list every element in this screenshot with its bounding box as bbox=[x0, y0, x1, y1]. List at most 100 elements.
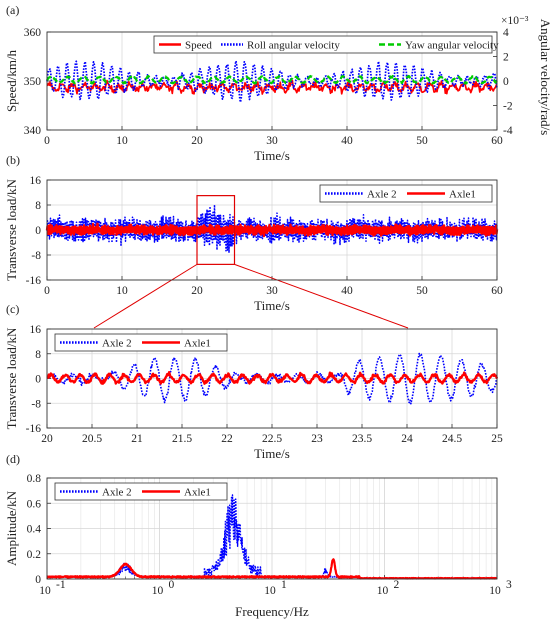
panel-label: (a) bbox=[6, 3, 19, 17]
series-line bbox=[46, 74, 498, 85]
x-tick-label: 24 bbox=[401, 433, 413, 445]
x-tick-exponent: 1 bbox=[281, 579, 287, 591]
legend-entry: Axle 2 bbox=[60, 487, 132, 499]
x-tick-label: 0 bbox=[44, 135, 50, 147]
legend-label: Axle 2 bbox=[367, 189, 397, 201]
panel-label: (c) bbox=[6, 302, 19, 316]
x-tick-label: 23 bbox=[311, 433, 323, 445]
legend-entry: Axle1 bbox=[142, 487, 211, 499]
x-tick-label: 60 bbox=[491, 135, 503, 147]
legend-entry: Axle 2 bbox=[325, 189, 397, 201]
series-line bbox=[46, 352, 498, 405]
x-tick-label: 20.5 bbox=[82, 433, 102, 445]
legend-box bbox=[153, 35, 493, 54]
legend-label: Axle1 bbox=[449, 189, 476, 201]
legend-label: Axle 2 bbox=[102, 487, 132, 499]
y-tick-label: -16 bbox=[26, 275, 42, 287]
x-axis-label: Time/s bbox=[254, 446, 290, 461]
panel-a: (a) 0 10 20 30 40 50 60 340 350 360 -4 -2 0 2 4×10⁻³ Spe… bbox=[4, 3, 550, 163]
legend-box bbox=[319, 184, 493, 203]
x-tick-label: 40 bbox=[341, 135, 353, 147]
legend-entry: Axle1 bbox=[407, 189, 476, 201]
y-tick-label: 0.2 bbox=[27, 549, 42, 561]
legend-label: Roll angular velocity bbox=[247, 40, 340, 52]
legend-box bbox=[54, 333, 228, 352]
x-tick-exponent: -1 bbox=[56, 579, 66, 591]
x-tick-label: 20 bbox=[191, 135, 203, 147]
series-line bbox=[46, 494, 498, 580]
x-tick-label: 30 bbox=[266, 285, 278, 297]
y-axis-label: Transverse load/kN bbox=[4, 327, 19, 429]
y-tick-label: 16 bbox=[30, 324, 42, 336]
y-tick-label: 350 bbox=[24, 76, 42, 88]
panel-label: (d) bbox=[6, 452, 20, 466]
x-tick-label: 50 bbox=[416, 135, 428, 147]
plot-frame bbox=[46, 328, 498, 429]
x-tick-label: 10 bbox=[116, 285, 128, 297]
y2-tick-label: 2 bbox=[503, 52, 509, 64]
x-tick-label: 20 bbox=[191, 285, 203, 297]
y-tick-label: 0.6 bbox=[27, 498, 42, 510]
plot-frame bbox=[46, 179, 498, 281]
x-tick-exponent: 3 bbox=[506, 579, 512, 591]
y-axis-label: Speed/km/h bbox=[4, 49, 19, 112]
x-tick-label: 30 bbox=[266, 135, 278, 147]
series-line bbox=[46, 558, 498, 580]
legend-entry: Axle1 bbox=[142, 338, 211, 350]
y-tick-label: 0.8 bbox=[27, 473, 42, 485]
legend-label: Yaw angular velocity bbox=[405, 40, 499, 52]
legend-label: Axle1 bbox=[184, 487, 211, 499]
series-line bbox=[46, 79, 498, 95]
legend-entry: Roll angular velocity bbox=[221, 40, 340, 52]
y-tick-label: 360 bbox=[24, 27, 42, 39]
y-tick-label: 0 bbox=[35, 225, 41, 237]
x-tick-label: 22.5 bbox=[262, 433, 282, 445]
legend-entry: Yaw angular velocity bbox=[379, 40, 499, 52]
panel-c: (c) 20 20.5 21 21.5 22 22.5 23 23.5 24 24.5 25 -16 -8… bbox=[4, 302, 503, 461]
y2-exponent: ×10⁻³ bbox=[501, 15, 529, 27]
legend-entry: Axle 2 bbox=[60, 338, 132, 350]
panel-label: (b) bbox=[6, 153, 20, 167]
series-line bbox=[46, 60, 498, 104]
y-axis-label: Transverse load/kN bbox=[4, 179, 19, 281]
series-line bbox=[46, 371, 499, 385]
x-tick-exponent: 2 bbox=[394, 579, 400, 591]
x-tick-label: 10 bbox=[152, 585, 164, 597]
x-tick-label: 40 bbox=[341, 285, 353, 297]
y-tick-label: -8 bbox=[31, 398, 41, 410]
x-tick-label: 23.5 bbox=[352, 433, 372, 445]
x-tick-label: 10 bbox=[39, 585, 51, 597]
x-tick-label: 21.5 bbox=[172, 433, 192, 445]
y-tick-label: 0 bbox=[35, 374, 41, 386]
y2-axis-label: Angular velocity/rad/s bbox=[538, 19, 550, 136]
legend-label: Speed bbox=[185, 40, 212, 52]
y2-tick-label: -4 bbox=[503, 125, 513, 137]
x-tick-label: 25 bbox=[491, 433, 503, 445]
y-tick-label: 0.4 bbox=[27, 524, 42, 536]
x-tick-label: 10 bbox=[377, 585, 389, 597]
y-tick-label: 0 bbox=[35, 574, 41, 586]
x-axis-label: Time/s bbox=[254, 298, 290, 313]
plot-frame bbox=[46, 477, 498, 580]
y-tick-label: -8 bbox=[31, 250, 41, 262]
x-tick-label: 20 bbox=[41, 433, 53, 445]
plot-frame bbox=[46, 31, 498, 131]
x-tick-label: 0 bbox=[44, 285, 50, 297]
y2-tick-label: 0 bbox=[503, 76, 509, 88]
legend-box bbox=[54, 482, 228, 501]
panel-b: (b) 0 10 20 30 40 50 60 -16 -8 0 8 16 Axle 2 Axle1 Tran… bbox=[4, 153, 503, 329]
y-tick-label: 8 bbox=[35, 349, 41, 361]
y-tick-label: 16 bbox=[30, 175, 42, 187]
y-tick-label: -16 bbox=[26, 423, 42, 435]
zoom-connector bbox=[93, 263, 198, 329]
y2-tick-label: 4 bbox=[503, 27, 509, 39]
y2-tick-label: -2 bbox=[503, 101, 513, 113]
x-tick-label: 22 bbox=[221, 433, 233, 445]
y-tick-label: 340 bbox=[24, 125, 42, 137]
x-axis-label: Time/s bbox=[254, 148, 290, 163]
zoom-box bbox=[196, 195, 236, 265]
x-tick-exponent: 0 bbox=[169, 579, 175, 591]
legend-label: Axle 2 bbox=[102, 338, 132, 350]
